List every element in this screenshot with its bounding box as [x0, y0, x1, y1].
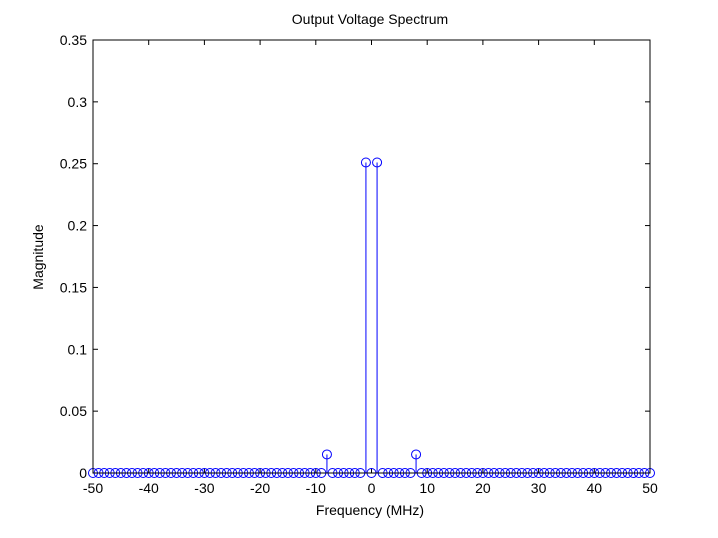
stem-marker	[360, 157, 371, 168]
stem-marker	[411, 449, 422, 460]
x-tick-label: -50	[83, 480, 103, 496]
plot-frame	[92, 39, 651, 474]
axis-ticks: -50 -40 -30 -20 -10 0 10 20 30 40 50 0 0.05 0.1 0.15 0.…	[60, 32, 658, 496]
y-axis-label: Magnitude	[30, 224, 46, 290]
x-tick-label: 10	[419, 480, 435, 496]
x-tick-label: -30	[194, 480, 214, 496]
x-tick-label: 0	[368, 480, 376, 496]
x-axis-label: Frequency (MHz)	[316, 502, 424, 518]
y-tick-label: 0.25	[60, 156, 87, 172]
x-tick-label: -10	[306, 480, 326, 496]
chart-title: Output Voltage Spectrum	[292, 11, 448, 27]
y-tick-label: 0	[79, 465, 87, 481]
y-tick-label: 0.1	[68, 341, 88, 357]
stem-marker	[372, 157, 383, 168]
y-tick-label: 0.3	[68, 94, 88, 110]
x-tick-label: 20	[475, 480, 491, 496]
stem-marker	[321, 449, 332, 460]
y-tick-label: 0.05	[60, 403, 87, 419]
x-tick-label: 40	[587, 480, 603, 496]
x-tick-label: 50	[642, 480, 658, 496]
x-tick-label: -40	[139, 480, 159, 496]
y-tick-label: 0.15	[60, 279, 87, 295]
x-tick-label: -20	[250, 480, 270, 496]
y-tick-label: 0.2	[68, 218, 88, 234]
y-tick-label: 0.35	[60, 32, 87, 48]
x-tick-label: 30	[531, 480, 547, 496]
